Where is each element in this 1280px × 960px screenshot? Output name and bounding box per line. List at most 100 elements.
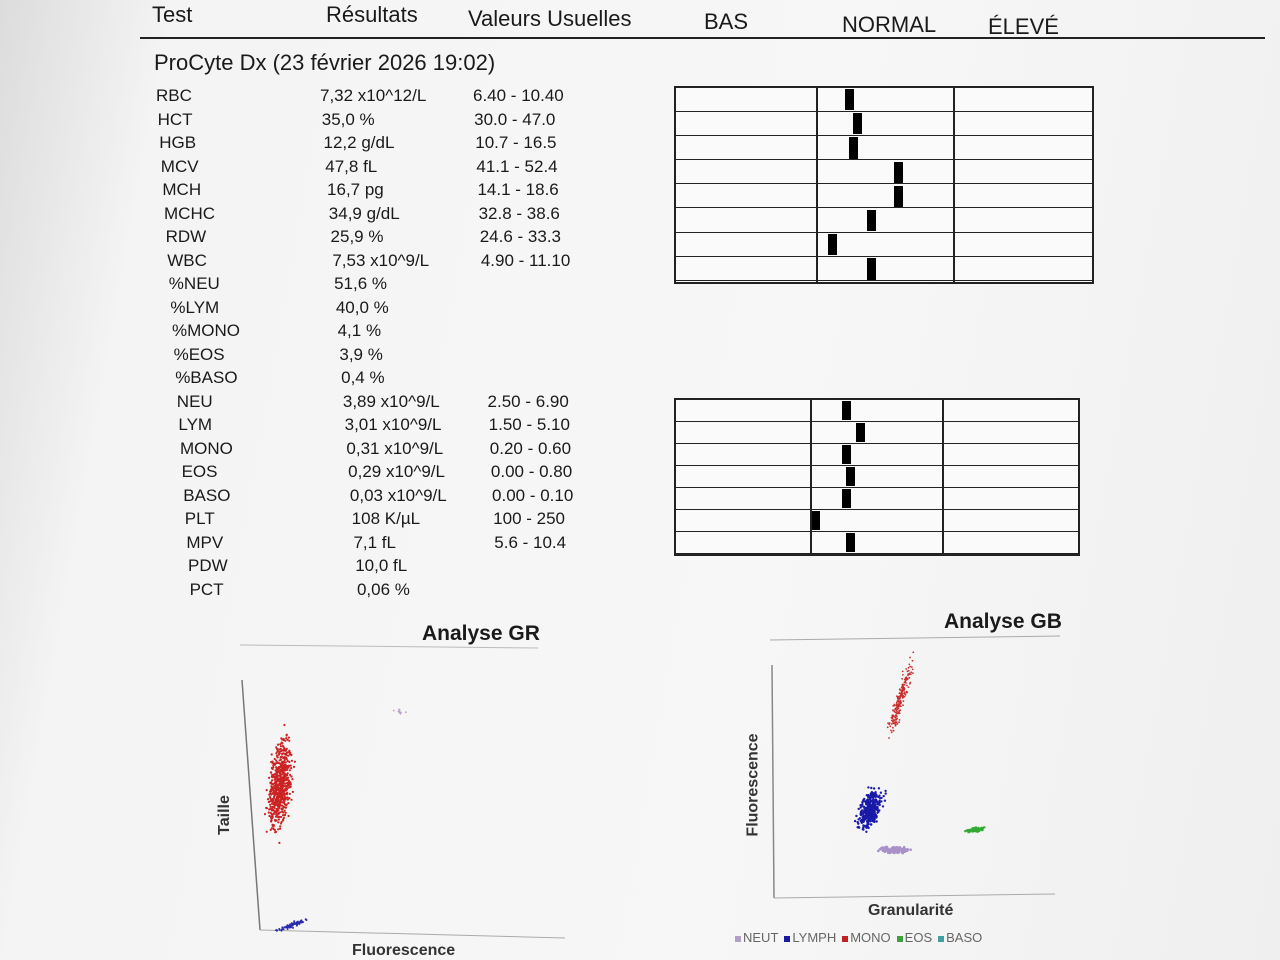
platelet-point: [292, 922, 295, 925]
lymph-point: [880, 800, 883, 803]
rbc-point: [272, 766, 275, 769]
platelet-point: [278, 928, 281, 930]
lymph-point: [863, 818, 866, 821]
rbc-point: [282, 818, 285, 821]
rbc-point: [281, 801, 284, 804]
lymph-point: [860, 819, 864, 822]
rbc-point: [398, 709, 401, 711]
wbc-plot-title: Analyse GB: [944, 610, 1062, 633]
rbc-point: [287, 780, 290, 783]
gauge-marker: [811, 511, 821, 530]
rbc-point: [282, 745, 285, 748]
rbc-point: [279, 758, 282, 761]
rbc-point: [284, 764, 287, 767]
rbc-point: [282, 776, 285, 779]
mono-point: [901, 685, 904, 688]
mono-point: [887, 722, 889, 725]
mono-point: [912, 672, 914, 674]
row-test-name: MONO: [180, 438, 233, 458]
mono-point: [892, 722, 894, 724]
mono-point: [898, 719, 901, 721]
gauge-divider: [816, 88, 818, 282]
mono-point: [890, 731, 893, 734]
platelet-point: [295, 924, 298, 927]
mono-point: [906, 670, 909, 673]
mono-point: [911, 668, 914, 671]
rbc-point: [270, 817, 273, 820]
rbc-point: [271, 767, 274, 771]
rbc-point: [280, 787, 283, 790]
lymph-point: [856, 826, 859, 829]
platelet-point: [275, 929, 278, 932]
row-result-value: 0,31 x10^9/L: [346, 438, 444, 458]
lymph-point: [864, 814, 867, 817]
rbc-point: [278, 841, 281, 844]
row-result-value: 35,0 %: [321, 109, 375, 129]
lymph-point: [873, 806, 876, 810]
lymph-point: [866, 812, 869, 815]
header-test: Test: [152, 2, 193, 27]
mono-point: [907, 666, 910, 669]
mono-point: [895, 718, 898, 721]
lymph-point: [868, 805, 871, 808]
rbc-point: [272, 764, 275, 767]
rbc-point: [276, 756, 279, 759]
mono-point: [903, 681, 906, 684]
row-reference-range: 10.7 - 16.5: [475, 133, 557, 152]
rbc-point: [273, 806, 276, 810]
rbc-point: [288, 760, 291, 764]
mono-point: [890, 729, 892, 732]
gauge-marker: [845, 467, 855, 486]
rbc-point: [272, 812, 275, 816]
rbc-point: [272, 774, 275, 777]
rbc-point: [280, 804, 284, 807]
rbc-point: [284, 765, 287, 769]
rbc-point: [279, 762, 283, 765]
rbc-point: [281, 760, 284, 763]
mono-point: [909, 665, 912, 668]
neut-point: [885, 849, 888, 852]
mono-point: [903, 691, 906, 694]
neut-point: [898, 846, 902, 850]
rbc-point: [279, 743, 282, 746]
row-test-name: HCT: [157, 109, 193, 129]
neut-point: [894, 846, 897, 850]
gauge-row: [676, 233, 1092, 257]
mono-point: [909, 681, 912, 684]
rbc-point: [275, 810, 278, 814]
eos-point: [971, 827, 974, 830]
mono-point: [900, 693, 902, 696]
row-reference-range: 0.00 - 0.80: [490, 462, 573, 481]
gauge-marker: [841, 489, 851, 508]
neut-point: [897, 849, 900, 852]
rbc-point: [275, 752, 278, 755]
rbc-point: [285, 768, 289, 771]
lymph-point: [867, 818, 870, 821]
lymph-point: [868, 798, 872, 801]
lymph-point: [866, 807, 869, 811]
rbc-point: [289, 773, 292, 777]
rbc-point: [270, 819, 273, 822]
lymph-point: [860, 809, 863, 813]
lymph-point: [862, 805, 866, 808]
mono-point: [898, 696, 901, 699]
gauge-marker: [866, 258, 876, 280]
legend-label: NEUT: [743, 930, 779, 945]
legend-swatch: [842, 935, 849, 942]
mono-point: [902, 686, 905, 689]
row-result-value: 3,9 %: [339, 344, 383, 364]
mono-point: [903, 683, 906, 686]
mono-point: [903, 689, 905, 692]
mono-point: [896, 697, 899, 699]
rbc-point: [285, 734, 288, 737]
gauge-marker: [856, 423, 866, 442]
rbc-point: [274, 780, 277, 783]
neut-point: [890, 847, 893, 850]
mono-point: [898, 698, 901, 700]
mono-point: [907, 673, 909, 675]
lymph-point: [884, 792, 887, 795]
header-ranges: Valeurs Usuelles: [468, 6, 632, 31]
lymph-point: [878, 794, 881, 797]
legend-item: BASO: [938, 930, 982, 945]
legend-item: EOS: [896, 930, 932, 945]
